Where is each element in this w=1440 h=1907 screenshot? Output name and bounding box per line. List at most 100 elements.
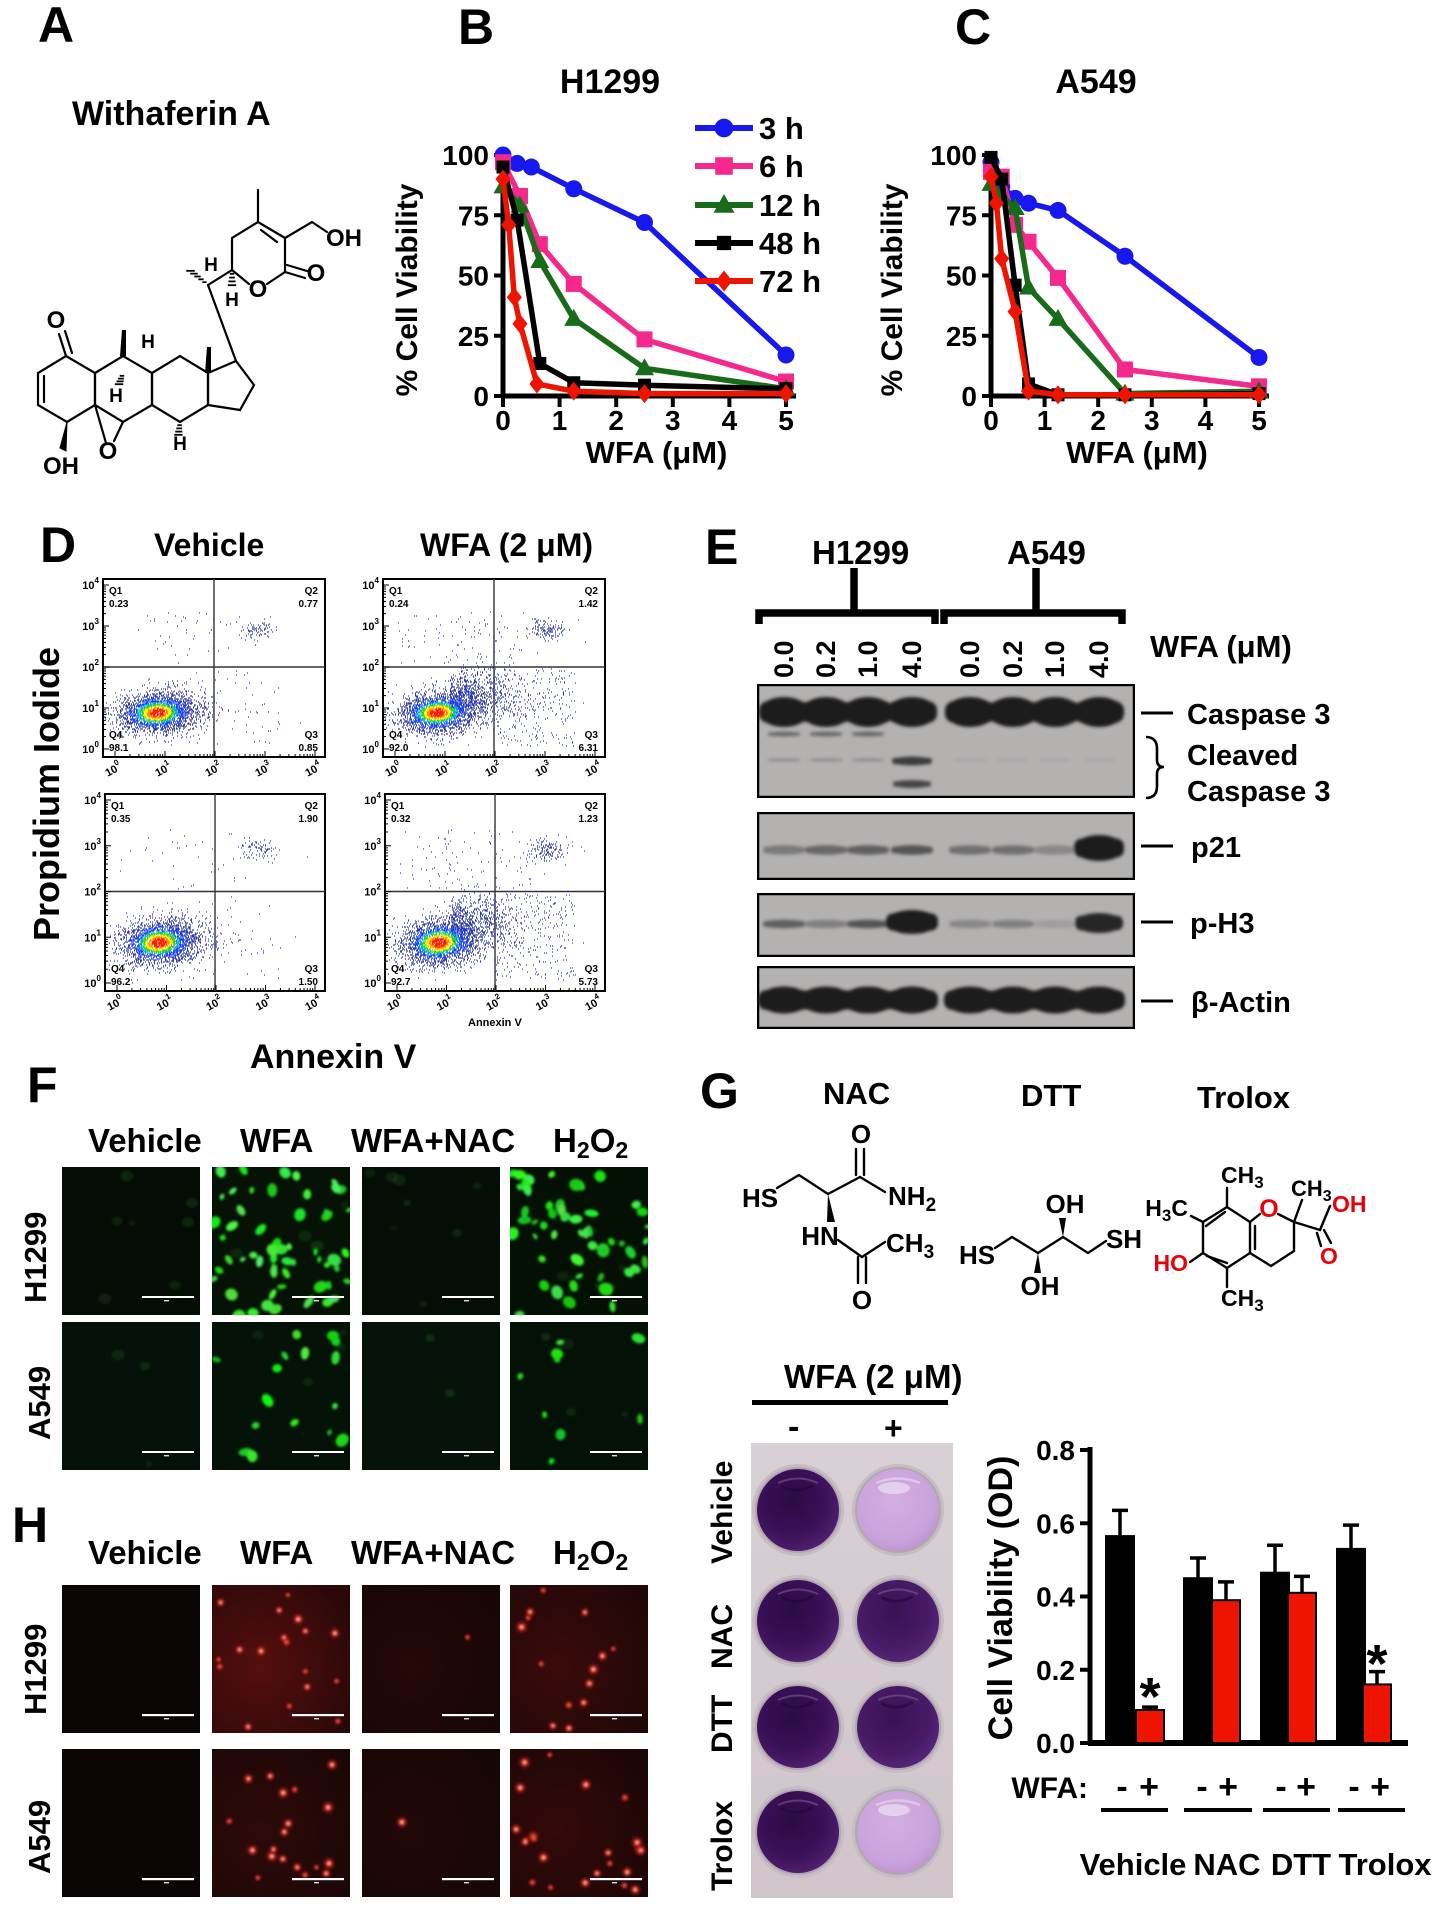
svg-text:Q4: Q4 [109, 730, 123, 741]
svg-text:4.0: 4.0 [1084, 640, 1114, 678]
svg-text:5: 5 [1251, 405, 1267, 436]
svg-text:% Cell Viability: % Cell Viability [880, 183, 909, 396]
svg-text:Q2: Q2 [585, 586, 599, 597]
svg-text:Q3: Q3 [585, 964, 599, 975]
svg-text:100: 100 [930, 140, 977, 171]
svg-text:WFA (μM): WFA (μM) [1066, 435, 1208, 470]
svg-text:OH: OH [1021, 1271, 1060, 1301]
svg-text:HO: HO [1154, 1250, 1189, 1276]
svg-text:H: H [109, 386, 123, 407]
svg-text:4.0: 4.0 [897, 640, 927, 678]
svg-text:OH: OH [1046, 1189, 1085, 1219]
svg-text:+: + [1218, 1768, 1238, 1806]
svg-text:Q4: Q4 [391, 964, 405, 975]
svg-text:98.1: 98.1 [109, 743, 129, 754]
svg-text:92.7: 92.7 [391, 977, 411, 988]
svg-text:H: H [173, 434, 187, 455]
svg-text:1.23: 1.23 [579, 814, 599, 825]
svg-text:*: * [1366, 1634, 1387, 1694]
svg-text:Q1: Q1 [391, 801, 405, 812]
svg-text:H: H [225, 290, 239, 311]
svg-text:1.42: 1.42 [579, 599, 599, 610]
svg-text:CH3: CH3 [1221, 1162, 1264, 1192]
svg-text:Q3: Q3 [305, 964, 319, 975]
svg-text:0.4: 0.4 [1036, 1582, 1075, 1613]
svg-text:2: 2 [1090, 405, 1106, 436]
svg-text:CH3: CH3 [1291, 1176, 1332, 1205]
svg-text:H: H [204, 255, 218, 276]
svg-text:3 h: 3 h [759, 111, 804, 146]
svg-text:1.0: 1.0 [1040, 640, 1070, 678]
svg-text:1.90: 1.90 [299, 814, 319, 825]
svg-text:+: + [1139, 1768, 1159, 1806]
svg-text:H3C: H3C [1145, 1195, 1188, 1225]
svg-text:Q2: Q2 [585, 801, 599, 812]
svg-text:Q1: Q1 [389, 586, 403, 597]
svg-text:Q3: Q3 [585, 730, 599, 741]
svg-text:0: 0 [495, 405, 511, 436]
svg-text:HN: HN [801, 1221, 839, 1251]
svg-text:O: O [852, 1285, 872, 1315]
svg-text:72 h: 72 h [759, 264, 821, 299]
svg-text:Q1: Q1 [109, 586, 123, 597]
svg-text:0.23: 0.23 [109, 599, 129, 610]
svg-text:% Cell Viability: % Cell Viability [395, 183, 424, 396]
svg-text:O: O [307, 260, 326, 287]
svg-text:Vehicle: Vehicle [1080, 1847, 1187, 1882]
svg-text:0.24: 0.24 [389, 599, 409, 610]
svg-text:DTT: DTT [1271, 1847, 1331, 1882]
svg-text:6.31: 6.31 [579, 743, 599, 754]
svg-text:0.6: 0.6 [1036, 1508, 1075, 1539]
svg-text:-: - [1196, 1768, 1207, 1806]
svg-text:NAC: NAC [1193, 1847, 1260, 1882]
svg-text:96.2: 96.2 [111, 977, 131, 988]
svg-text:0: 0 [983, 405, 999, 436]
svg-text:0.2: 0.2 [998, 640, 1028, 678]
svg-text:Q2: Q2 [305, 586, 319, 597]
svg-text:0.2: 0.2 [1036, 1655, 1075, 1686]
svg-text:48 h: 48 h [759, 226, 821, 261]
svg-text:4: 4 [1198, 405, 1214, 436]
svg-text:1.50: 1.50 [299, 977, 319, 988]
svg-text:3: 3 [665, 405, 681, 436]
svg-text:NH2: NH2 [888, 1181, 936, 1216]
svg-text:0.35: 0.35 [111, 814, 131, 825]
svg-text:0.77: 0.77 [299, 599, 319, 610]
svg-text:Q1: Q1 [111, 801, 125, 812]
svg-text:Q3: Q3 [305, 730, 319, 741]
svg-text:+: + [1370, 1768, 1390, 1806]
svg-text:100: 100 [442, 140, 489, 171]
svg-text:WFA (μM): WFA (μM) [586, 435, 728, 470]
svg-text:Q4: Q4 [111, 964, 125, 975]
svg-text:H1299: H1299 [560, 63, 660, 101]
svg-text:0.32: 0.32 [391, 814, 411, 825]
svg-text:OH: OH [1332, 1191, 1367, 1217]
svg-text:HS: HS [742, 1183, 778, 1213]
svg-text:Trolox: Trolox [1338, 1847, 1432, 1882]
svg-text:75: 75 [458, 200, 489, 231]
svg-text:0.2: 0.2 [811, 640, 841, 678]
svg-text:75: 75 [946, 200, 977, 231]
svg-text:12 h: 12 h [759, 188, 821, 223]
svg-text:O: O [851, 1119, 871, 1149]
svg-text:O: O [1320, 1243, 1338, 1269]
svg-text:H: H [141, 332, 155, 353]
svg-text:0: 0 [961, 381, 977, 412]
svg-text:Cell Viability (OD): Cell Viability (OD) [982, 1456, 1020, 1741]
svg-text:3: 3 [1144, 405, 1160, 436]
svg-text:-: - [1116, 1768, 1127, 1806]
svg-text:O: O [1259, 1195, 1278, 1223]
svg-text:+: + [1296, 1768, 1316, 1806]
svg-text:25: 25 [458, 321, 489, 352]
svg-text:*: * [1139, 1667, 1160, 1727]
svg-text:HS: HS [959, 1240, 995, 1270]
svg-text:4: 4 [722, 405, 738, 436]
svg-text:1: 1 [552, 405, 568, 436]
svg-text:92.0: 92.0 [389, 743, 409, 754]
svg-text:O: O [47, 307, 66, 334]
svg-text:Q2: Q2 [305, 801, 319, 812]
svg-text:5: 5 [778, 405, 794, 436]
svg-text:0.0: 0.0 [1036, 1728, 1075, 1759]
svg-text:6 h: 6 h [759, 149, 804, 184]
svg-text:1: 1 [1037, 405, 1053, 436]
